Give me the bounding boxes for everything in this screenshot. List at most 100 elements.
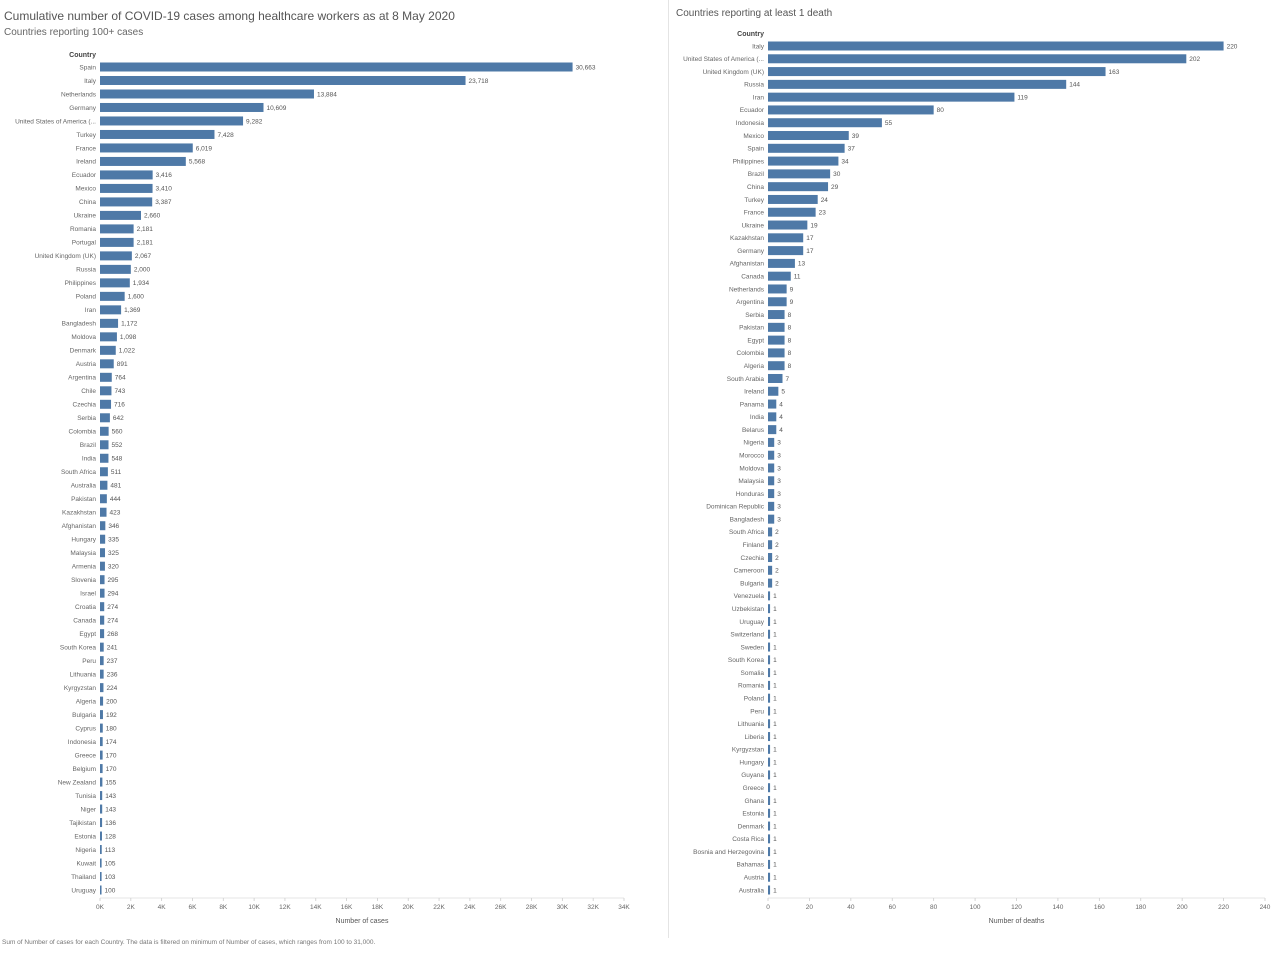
cases-bar — [100, 399, 112, 409]
deaths-category-label: India — [750, 414, 764, 421]
cases-category-label: Canada — [73, 617, 96, 624]
deaths-value-label: 1 — [773, 593, 777, 600]
deaths-bar — [768, 642, 771, 652]
deaths-category-label: United States of America (... — [683, 56, 764, 63]
cases-value-label: 423 — [110, 510, 121, 517]
cases-value-label: 511 — [111, 469, 122, 476]
deaths-value-label: 1 — [773, 670, 777, 677]
deaths-bar — [768, 220, 808, 230]
deaths-value-label: 80 — [937, 107, 945, 114]
deaths-category-label: Germany — [737, 248, 764, 255]
deaths-bar — [768, 41, 1224, 51]
cases-category-label: Austria — [76, 361, 97, 368]
cases-value-label: 764 — [115, 375, 126, 382]
cases-bar — [100, 75, 466, 85]
cases-category-label: Bangladesh — [62, 321, 97, 328]
cases-category-label: Philippines — [65, 280, 97, 287]
cases-value-label: 320 — [108, 563, 119, 570]
cases-category-label: Portugal — [72, 240, 97, 247]
cases-bar — [100, 791, 103, 801]
deaths-bar — [768, 732, 771, 742]
deaths-category-label: Colombia — [737, 350, 765, 357]
cases-bar — [100, 345, 116, 355]
deaths-bar — [768, 476, 775, 486]
cases-x-tick-label: 34K — [618, 904, 630, 911]
deaths-category-label: China — [747, 184, 764, 191]
cases-bar — [100, 561, 105, 571]
deaths-bar — [768, 156, 839, 166]
cases-category-label: France — [76, 145, 97, 152]
cases-x-tick-label: 26K — [495, 904, 507, 911]
cases-category-label: Peru — [82, 658, 96, 665]
cases-x-tick-label: 2K — [127, 904, 136, 911]
deaths-bar — [768, 284, 787, 294]
deaths-value-label: 8 — [788, 363, 792, 370]
cases-category-label: Belgium — [73, 766, 96, 773]
cases-bar — [100, 575, 105, 585]
deaths-category-label: Uzbekistan — [732, 606, 765, 613]
cases-bar — [100, 278, 130, 288]
deaths-value-label: 1 — [773, 683, 777, 690]
deaths-category-label: Guyana — [741, 772, 764, 779]
deaths-category-label: Kazakhstan — [730, 235, 764, 242]
deaths-bar — [768, 310, 785, 320]
cases-value-label: 294 — [108, 590, 119, 597]
cases-value-label: 192 — [106, 712, 117, 719]
deaths-bar — [768, 425, 777, 435]
cases-value-label: 113 — [105, 847, 116, 854]
deaths-category-label: France — [744, 210, 765, 217]
deaths-x-tick-label: 180 — [1135, 904, 1146, 911]
deaths-value-label: 9 — [790, 299, 794, 306]
cases-bar — [100, 723, 103, 733]
cases-value-label: 2,660 — [144, 213, 161, 220]
deaths-x-tick-label: 80 — [930, 904, 938, 911]
cases-value-label: 155 — [105, 779, 116, 786]
cases-value-label: 274 — [107, 604, 118, 611]
cases-category-label: India — [82, 456, 96, 463]
cases-bar — [100, 170, 153, 180]
deaths-value-label: 1 — [773, 811, 777, 818]
cases-value-label: 236 — [107, 671, 118, 678]
cases-category-label: Pakistan — [71, 496, 96, 503]
cases-chart-title: Cumulative number of COVID-19 cases amon… — [4, 9, 455, 23]
deaths-category-label: Turkey — [744, 197, 764, 204]
cases-bar — [100, 521, 106, 531]
cases-category-label: South Africa — [61, 469, 96, 476]
deaths-value-label: 1 — [773, 772, 777, 779]
deaths-category-label: Italy — [752, 43, 765, 50]
cases-bar — [100, 588, 105, 598]
deaths-value-label: 1 — [773, 759, 777, 766]
deaths-value-label: 9 — [790, 286, 794, 293]
cases-category-label: Thailand — [71, 874, 96, 881]
deaths-category-label: Costa Rica — [732, 836, 764, 843]
cases-x-tick-label: 30K — [557, 904, 569, 911]
cases-category-label: Turkey — [76, 132, 96, 139]
cases-bar — [100, 237, 134, 247]
cases-bar — [100, 615, 105, 625]
cases-category-label: Denmark — [70, 348, 97, 355]
cases-bar — [100, 885, 102, 895]
cases-value-label: 1,098 — [120, 334, 137, 341]
cases-value-label: 180 — [106, 725, 117, 732]
deaths-bar — [768, 169, 831, 179]
footnote: Sum of Number of cases for each Country.… — [2, 939, 376, 946]
deaths-bar — [768, 194, 818, 204]
deaths-bar — [768, 118, 882, 128]
deaths-bar — [768, 616, 771, 626]
cases-value-label: 128 — [105, 833, 116, 840]
deaths-category-label: Bulgaria — [740, 580, 764, 587]
cases-category-label: Afghanistan — [62, 523, 97, 530]
deaths-bar — [768, 770, 771, 780]
cases-category-label: Ecuador — [72, 172, 97, 179]
deaths-value-label: 4 — [779, 427, 783, 434]
cases-value-label: 13,884 — [317, 91, 337, 98]
deaths-bar — [768, 693, 771, 703]
cases-value-label: 1,600 — [128, 294, 145, 301]
cases-category-label: Uruguay — [71, 887, 96, 894]
cases-value-label: 335 — [108, 537, 119, 544]
cases-value-label: 444 — [110, 496, 121, 503]
cases-category-label: South Korea — [60, 644, 97, 651]
cases-category-label: Australia — [71, 483, 97, 490]
deaths-value-label: 1 — [773, 849, 777, 856]
cases-value-label: 174 — [106, 739, 117, 746]
